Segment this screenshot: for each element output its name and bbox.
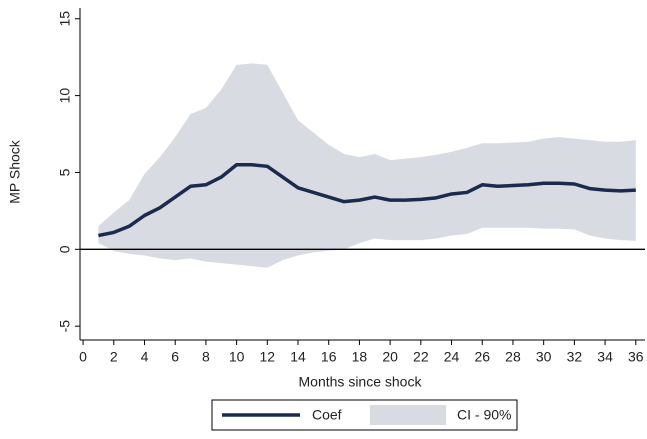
y-tick-label: 0 bbox=[57, 245, 73, 253]
legend-swatch bbox=[370, 405, 446, 425]
x-tick-label: 0 bbox=[79, 349, 87, 365]
x-tick-label: 28 bbox=[505, 349, 521, 365]
y-tick-label: 15 bbox=[57, 11, 73, 27]
x-tick-label: 12 bbox=[260, 349, 276, 365]
x-axis-title: Months since shock bbox=[299, 374, 423, 390]
coef-line bbox=[98, 163, 636, 238]
x-tick-label: 16 bbox=[321, 349, 337, 365]
legend-label: Coef bbox=[312, 407, 342, 423]
y-tick-label: 10 bbox=[57, 88, 73, 104]
x-tick-label: 10 bbox=[229, 349, 245, 365]
legend-label: CI - 90% bbox=[457, 407, 511, 423]
x-tick-label: 2 bbox=[110, 349, 118, 365]
x-tick-label: 26 bbox=[474, 349, 490, 365]
y-axis-title: MP Shock bbox=[7, 139, 23, 204]
x-tick-label: 8 bbox=[202, 349, 210, 365]
x-tick-label: 34 bbox=[597, 349, 613, 365]
y-tick-label: -5 bbox=[57, 320, 73, 333]
x-tick-label: 14 bbox=[290, 349, 306, 365]
x-tick-label: 32 bbox=[567, 349, 583, 365]
y-tick-label: 5 bbox=[57, 168, 73, 176]
x-tick-label: 22 bbox=[413, 349, 429, 365]
x-tick-label: 36 bbox=[628, 349, 644, 365]
x-tick-label: 30 bbox=[536, 349, 552, 365]
x-tick-label: 6 bbox=[171, 349, 179, 365]
x-tick-label: 18 bbox=[352, 349, 368, 365]
x-tick-label: 24 bbox=[444, 349, 460, 365]
ci-band bbox=[98, 63, 636, 268]
x-tick-label: 20 bbox=[382, 349, 398, 365]
x-tick-label: 4 bbox=[141, 349, 149, 365]
